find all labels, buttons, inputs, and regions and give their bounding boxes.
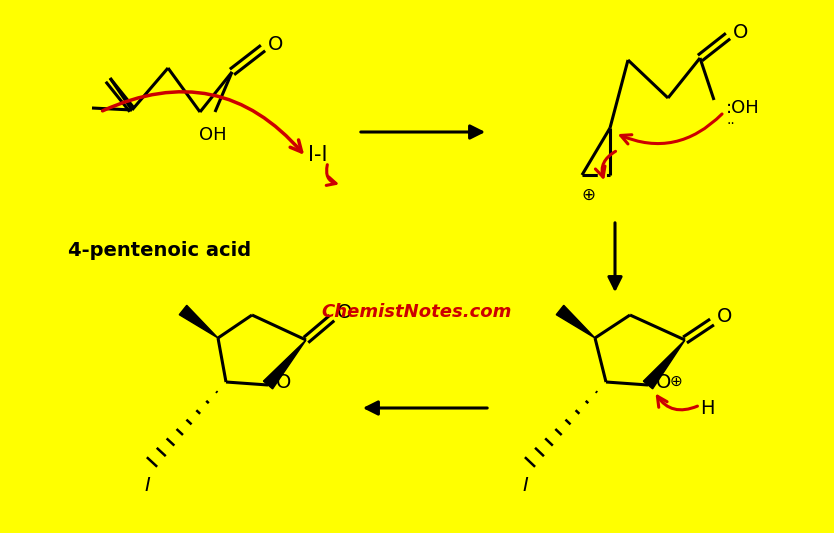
Text: ..: ..: [727, 113, 736, 127]
Text: I: I: [144, 476, 150, 495]
Text: O: O: [717, 308, 732, 327]
Text: ⊕: ⊕: [581, 186, 595, 204]
Text: ⊕: ⊕: [670, 374, 683, 389]
Text: :OH: :OH: [726, 99, 760, 117]
Text: I: I: [522, 476, 528, 495]
Text: OH: OH: [199, 126, 227, 144]
Text: O: O: [276, 374, 291, 392]
Polygon shape: [643, 340, 685, 389]
Polygon shape: [556, 305, 595, 338]
Text: I-I: I-I: [309, 145, 328, 165]
Polygon shape: [179, 305, 218, 338]
Text: 4-pentenoic acid: 4-pentenoic acid: [68, 240, 251, 260]
Text: H: H: [700, 399, 715, 417]
Text: O: O: [656, 374, 671, 392]
Text: O: O: [268, 35, 284, 53]
Text: O: O: [733, 22, 748, 42]
Text: O: O: [337, 303, 353, 322]
Polygon shape: [264, 340, 306, 389]
Text: ChemistNotes.com: ChemistNotes.com: [322, 303, 512, 321]
